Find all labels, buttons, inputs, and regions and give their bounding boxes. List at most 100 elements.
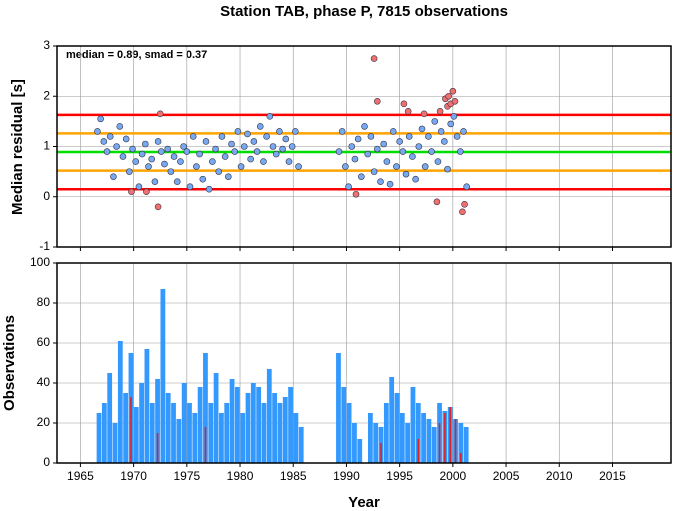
point bbox=[420, 110, 428, 118]
y-tick-label: 20 bbox=[37, 415, 51, 429]
point bbox=[348, 143, 356, 150]
bar bbox=[203, 353, 208, 463]
bar bbox=[144, 349, 150, 463]
bar bbox=[112, 423, 118, 463]
bar bbox=[96, 413, 102, 463]
bar bbox=[229, 379, 235, 463]
bar bbox=[224, 403, 230, 463]
point bbox=[389, 128, 397, 135]
point bbox=[374, 97, 381, 105]
point bbox=[367, 133, 375, 140]
point bbox=[342, 163, 349, 170]
y-tick-label: 80 bbox=[37, 295, 51, 309]
point bbox=[193, 163, 200, 170]
point bbox=[183, 148, 191, 155]
bar bbox=[181, 383, 187, 463]
point bbox=[354, 135, 362, 143]
point bbox=[399, 148, 407, 155]
point bbox=[450, 113, 458, 120]
point bbox=[412, 175, 419, 183]
bar bbox=[288, 387, 293, 463]
point bbox=[457, 148, 464, 155]
bar bbox=[380, 443, 382, 463]
point bbox=[196, 150, 203, 158]
point bbox=[260, 158, 267, 165]
point bbox=[244, 130, 251, 138]
point bbox=[263, 133, 270, 140]
bar bbox=[107, 373, 113, 463]
point bbox=[253, 148, 261, 155]
point bbox=[292, 128, 299, 135]
point bbox=[428, 148, 435, 155]
y-tick-label: 60 bbox=[37, 335, 51, 349]
bar bbox=[156, 433, 159, 463]
point bbox=[128, 188, 135, 196]
bar bbox=[234, 387, 240, 463]
point bbox=[180, 143, 187, 150]
bar bbox=[410, 387, 416, 463]
point bbox=[451, 97, 459, 105]
y-tick-label: 2 bbox=[43, 88, 50, 102]
plot-frame bbox=[56, 45, 672, 248]
point bbox=[156, 110, 164, 118]
point bbox=[338, 128, 346, 135]
point bbox=[386, 180, 394, 188]
point bbox=[425, 133, 432, 140]
point bbox=[170, 153, 178, 160]
point bbox=[126, 168, 133, 175]
bar bbox=[394, 393, 400, 463]
x-tick-label: 1995 bbox=[386, 469, 413, 483]
bar bbox=[250, 383, 256, 463]
point bbox=[199, 175, 207, 183]
point bbox=[266, 113, 274, 120]
point bbox=[459, 208, 466, 216]
y-axis-label: Observations bbox=[1, 315, 18, 411]
bar bbox=[123, 393, 129, 463]
point bbox=[361, 123, 368, 130]
point bbox=[173, 178, 181, 185]
bar bbox=[133, 407, 139, 463]
point bbox=[380, 140, 387, 148]
bar bbox=[357, 439, 363, 463]
point bbox=[135, 183, 143, 190]
point bbox=[122, 135, 130, 143]
point bbox=[285, 158, 293, 165]
point bbox=[250, 138, 258, 145]
point bbox=[228, 140, 235, 148]
bar bbox=[149, 403, 155, 463]
point bbox=[396, 138, 403, 145]
point bbox=[247, 155, 254, 163]
point bbox=[418, 125, 426, 133]
point bbox=[421, 163, 429, 170]
bar bbox=[282, 397, 288, 463]
point bbox=[405, 133, 413, 140]
bar bbox=[426, 419, 432, 463]
y-axis-label: Median residual [s] bbox=[9, 79, 26, 215]
point bbox=[186, 183, 194, 190]
x-tick-label: 2000 bbox=[440, 469, 467, 483]
y-tick-label: 40 bbox=[37, 375, 51, 389]
bar bbox=[277, 403, 283, 463]
point bbox=[94, 128, 101, 135]
point bbox=[453, 133, 461, 140]
bar bbox=[213, 373, 219, 463]
point bbox=[161, 160, 168, 168]
point bbox=[335, 148, 343, 155]
point bbox=[364, 150, 372, 158]
y-tick-label: -1 bbox=[39, 239, 50, 253]
point bbox=[431, 118, 439, 125]
y-tick-label: 0 bbox=[43, 189, 50, 203]
bar bbox=[155, 379, 160, 463]
bar bbox=[293, 413, 299, 463]
y-tick-label: 100 bbox=[30, 255, 50, 269]
bar bbox=[298, 427, 304, 463]
point bbox=[225, 173, 232, 180]
point bbox=[279, 145, 286, 153]
point bbox=[110, 173, 117, 180]
point bbox=[345, 183, 352, 190]
point bbox=[138, 150, 146, 158]
x-tick-label: 2010 bbox=[546, 469, 573, 483]
bar bbox=[415, 403, 421, 463]
point bbox=[444, 165, 451, 173]
point bbox=[351, 155, 359, 163]
